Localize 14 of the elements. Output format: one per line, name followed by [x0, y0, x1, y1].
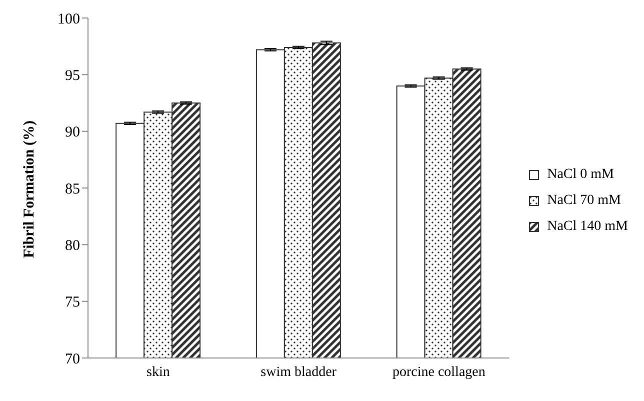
- legend-label: NaCl 0 mM: [547, 166, 614, 182]
- x-tick-label: porcine collagen: [392, 364, 486, 380]
- x-tick-label: swim bladder: [260, 364, 337, 380]
- y-tick-label: 90: [65, 124, 80, 141]
- y-tick-label: 70: [65, 351, 80, 368]
- x-tick-label: skin: [146, 364, 170, 380]
- y-tick-label: 80: [65, 238, 80, 254]
- legend-label: NaCl 70 mM: [547, 192, 621, 208]
- y-axis-title: Fibril Formation (%): [21, 120, 38, 258]
- y-tick-label: 85: [65, 181, 80, 198]
- legend-label: NaCl 140 mM: [547, 218, 628, 234]
- y-tick-label: 75: [65, 294, 80, 311]
- y-tick-label: 95: [65, 68, 80, 84]
- y-tick-label: 100: [58, 11, 80, 28]
